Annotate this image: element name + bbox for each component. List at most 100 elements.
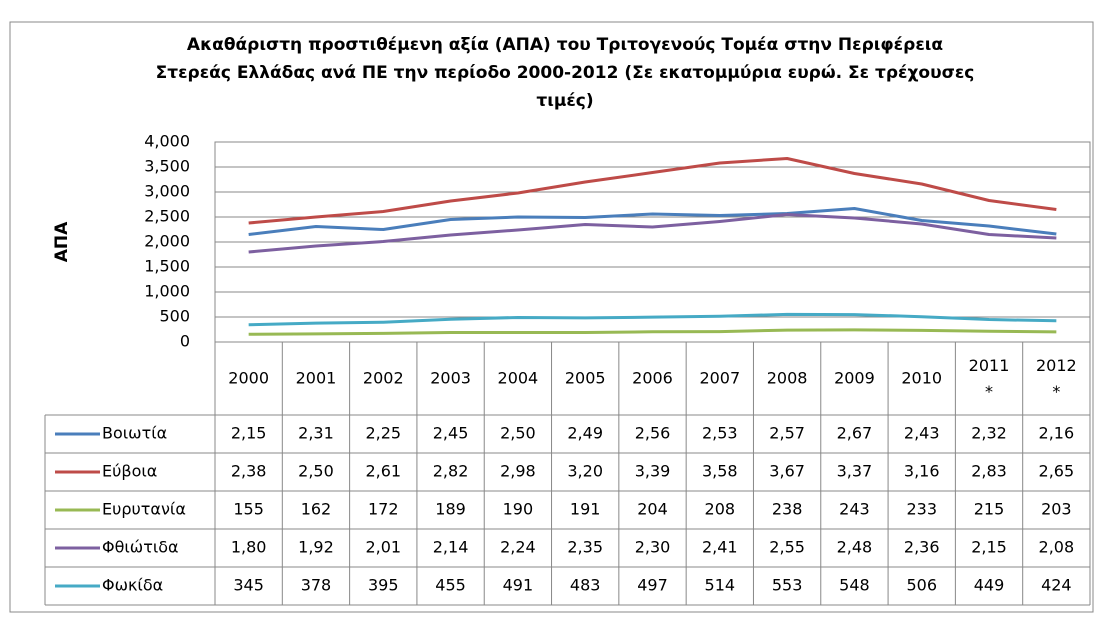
x-tick-label: 2009 — [834, 369, 875, 388]
table-cell: 191 — [570, 500, 601, 519]
table-cell: 2,38 — [231, 462, 267, 481]
table-cell: 395 — [368, 576, 399, 595]
table-cell: 204 — [637, 500, 668, 519]
series-line — [248, 312, 1057, 327]
x-tick-label: 2005 — [565, 369, 606, 388]
y-tick-label: 3,000 — [144, 182, 190, 201]
table-cell: 2,35 — [567, 538, 603, 557]
table-cell: 3,67 — [769, 462, 805, 481]
table-cell: 2,08 — [1039, 538, 1075, 557]
table-cell: 2,50 — [298, 462, 334, 481]
table-cell: 2,48 — [837, 538, 873, 557]
x-tick-label: 2008 — [767, 369, 808, 388]
table-cell: 3,16 — [904, 462, 940, 481]
y-tick-label: 3,500 — [144, 157, 190, 176]
y-tick-label: 2,000 — [144, 232, 190, 251]
x-tick-label: 2007 — [699, 369, 740, 388]
y-tick-label: 2,500 — [144, 207, 190, 226]
table-cell: 2,83 — [971, 462, 1007, 481]
table-cell: 2,57 — [769, 424, 805, 443]
table-cell: 2,56 — [635, 424, 671, 443]
table-cell: 2,98 — [500, 462, 536, 481]
x-tick-label: 2012 * — [1036, 356, 1077, 401]
table-cell: 162 — [301, 500, 332, 519]
table-cell: 2,15 — [231, 424, 267, 443]
table-cell: 3,58 — [702, 462, 738, 481]
table-cell: 2,30 — [635, 538, 671, 557]
table-cell: 2,43 — [904, 424, 940, 443]
table-cell: 208 — [705, 500, 736, 519]
x-tick-label: 2003 — [430, 369, 471, 388]
table-cell: 2,01 — [365, 538, 401, 557]
legend-label: Βοιωτία — [102, 424, 167, 443]
chart-title: Στερεάς Ελλάδας ανά ΠΕ την περίοδο 2000-… — [156, 63, 975, 83]
series-line — [248, 213, 1057, 254]
table-cell: 3,37 — [837, 462, 873, 481]
x-tick-label: 2001 — [296, 369, 337, 388]
y-tick-label: 0 — [180, 332, 190, 351]
table-cell: 2,50 — [500, 424, 536, 443]
table-cell: 2,14 — [433, 538, 469, 557]
table-cell: 233 — [906, 500, 937, 519]
x-tick-label: 2004 — [498, 369, 539, 388]
table-cell: 1,92 — [298, 538, 334, 557]
x-tick-label: 2002 — [363, 369, 404, 388]
x-tick-label: 2010 — [901, 369, 942, 388]
legend-label: Φωκίδα — [102, 576, 163, 595]
table-cell: 497 — [637, 576, 668, 595]
x-tick-label: 2006 — [632, 369, 673, 388]
table-cell: 2,41 — [702, 538, 738, 557]
table-cell: 2,55 — [769, 538, 805, 557]
table-cell: 345 — [233, 576, 264, 595]
x-tick-label: 2000 — [228, 369, 269, 388]
table-cell: 378 — [301, 576, 332, 595]
table-cell: 1,80 — [231, 538, 267, 557]
table-cell: 2,32 — [971, 424, 1007, 443]
table-cell: 238 — [772, 500, 803, 519]
table-cell: 2,67 — [837, 424, 873, 443]
y-tick-label: 1,500 — [144, 257, 190, 276]
table-cell: 2,82 — [433, 462, 469, 481]
table-cell: 2,65 — [1039, 462, 1075, 481]
y-tick-label: 4,000 — [144, 132, 190, 151]
table-cell: 514 — [705, 576, 736, 595]
table-cell: 506 — [906, 576, 937, 595]
series-line — [248, 157, 1057, 225]
table-cell: 2,36 — [904, 538, 940, 557]
table-cell: 483 — [570, 576, 601, 595]
table-cell: 553 — [772, 576, 803, 595]
table-cell: 455 — [435, 576, 466, 595]
table-cell: 548 — [839, 576, 870, 595]
legend-label: Φθιώτιδα — [102, 538, 179, 557]
table-cell: 190 — [503, 500, 534, 519]
series-line — [248, 328, 1057, 336]
legend-label: Ευρυτανία — [102, 500, 186, 519]
table-cell: 2,24 — [500, 538, 536, 557]
table-cell: 155 — [233, 500, 264, 519]
table-cell: 2,61 — [365, 462, 401, 481]
series-line — [248, 207, 1057, 236]
table-cell: 189 — [435, 500, 466, 519]
table-cell: 172 — [368, 500, 399, 519]
legend-label: Εύβοια — [102, 462, 157, 481]
table-cell: 243 — [839, 500, 870, 519]
table-cell: 3,39 — [635, 462, 671, 481]
table-cell: 2,53 — [702, 424, 738, 443]
x-tick-label: 2011 * — [969, 356, 1010, 401]
table-cell: 215 — [974, 500, 1005, 519]
table-cell: 449 — [974, 576, 1005, 595]
table-cell: 424 — [1041, 576, 1072, 595]
table-cell: 491 — [503, 576, 534, 595]
table-cell: 2,16 — [1039, 424, 1075, 443]
table-cell: 2,15 — [971, 538, 1007, 557]
table-cell: 2,31 — [298, 424, 334, 443]
table-cell: 2,25 — [365, 424, 401, 443]
table-cell: 203 — [1041, 500, 1072, 519]
chart-title: τιμές) — [536, 91, 593, 111]
chart-title: Ακαθάριστη προστιθέμενη αξία (ΑΠΑ) του Τ… — [187, 35, 943, 55]
y-axis-label: ΑΠΑ — [52, 221, 72, 262]
y-tick-label: 500 — [159, 307, 190, 326]
y-tick-label: 1,000 — [144, 282, 190, 301]
